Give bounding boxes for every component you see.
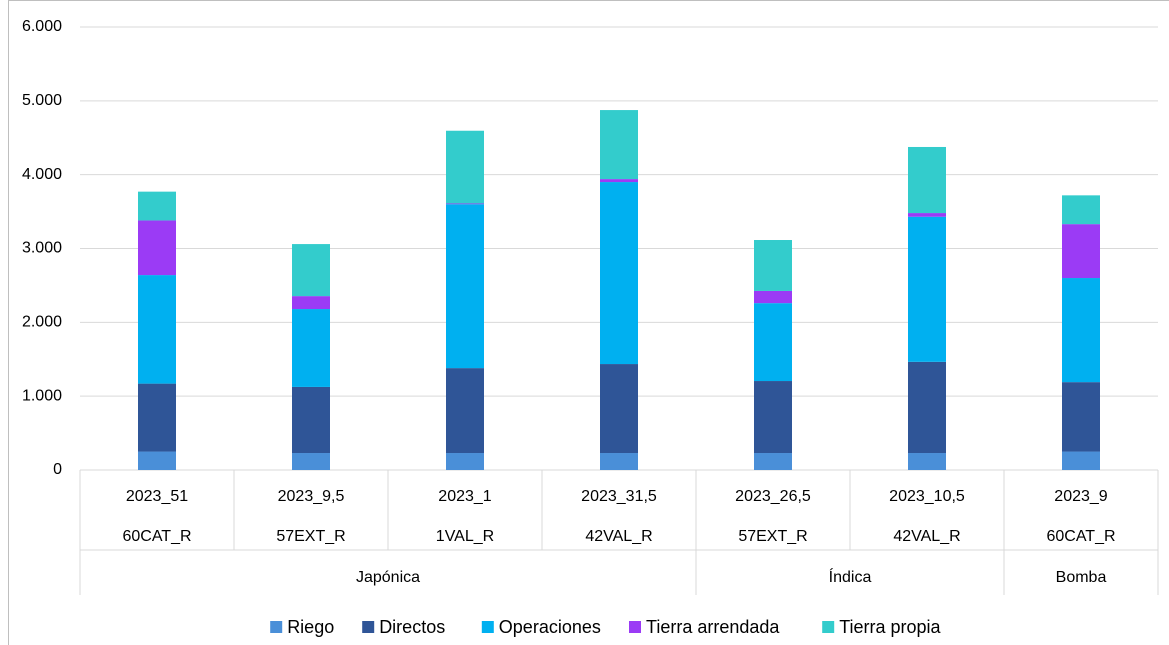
bar-segment	[292, 244, 330, 297]
legend-swatch	[822, 621, 835, 633]
legend-swatch	[629, 621, 641, 633]
x-tick-label: 2023_9	[1054, 488, 1107, 505]
bar-segment	[1062, 195, 1100, 225]
bar-segment	[292, 296, 330, 310]
legend-swatch	[362, 621, 375, 633]
bar-segment	[754, 381, 792, 454]
bar-segment	[600, 364, 638, 454]
bar-segment	[908, 213, 946, 217]
legend-label: Operaciones	[499, 617, 601, 637]
bar-segment	[1062, 451, 1100, 470]
bar-segment	[600, 110, 638, 180]
x-tick-sublabel: 57EXT_R	[276, 528, 345, 545]
y-tick-label: 1.000	[22, 387, 62, 404]
bar-segment	[292, 453, 330, 470]
bar-segment	[600, 179, 638, 183]
x-tick-sublabel: 60CAT_R	[122, 528, 191, 545]
x-tick-label: 2023_31,5	[581, 488, 657, 505]
y-tick-label: 2.000	[22, 314, 62, 331]
y-tick-label: 3.000	[22, 240, 62, 257]
x-tick-sublabel: 1VAL_R	[436, 528, 494, 545]
bar-segment	[908, 216, 946, 362]
group-label: Índica	[829, 567, 872, 586]
legend-swatch	[270, 621, 283, 633]
bar-segment	[446, 453, 484, 470]
chart-border	[8, 0, 1169, 645]
bar-segment	[908, 146, 946, 214]
bar-segment	[138, 383, 176, 452]
bar-segment	[600, 182, 638, 365]
y-tick-label: 6.000	[22, 18, 62, 35]
bar-segment	[446, 130, 484, 204]
bar-segment	[138, 275, 176, 384]
bar-segment	[1062, 382, 1100, 452]
legend-label: Riego	[287, 617, 334, 637]
y-tick-label: 5.000	[22, 92, 62, 109]
bar-segment	[292, 309, 330, 387]
y-tick-label: 4.000	[22, 166, 62, 183]
bar-segment	[754, 240, 792, 291]
bar-segment	[754, 303, 792, 382]
bar-segment	[138, 451, 176, 470]
bar-segment	[446, 368, 484, 454]
group-label: Japónica	[356, 569, 420, 586]
x-tick-sublabel: 42VAL_R	[585, 528, 652, 545]
x-tick-label: 2023_51	[126, 488, 188, 505]
bar-segment	[754, 290, 792, 304]
bar-segment	[1062, 278, 1100, 383]
bar-segment	[754, 453, 792, 470]
legend-label: Tierra propia	[839, 617, 941, 637]
bar-segment	[138, 220, 176, 276]
bar-segment	[292, 386, 330, 454]
x-tick-label: 2023_10,5	[889, 488, 965, 505]
group-label: Bomba	[1056, 569, 1107, 586]
x-tick-sublabel: 57EXT_R	[738, 528, 807, 545]
x-tick-sublabel: 42VAL_R	[893, 528, 960, 545]
y-tick-label: 0	[53, 461, 62, 478]
bar-segment	[1062, 224, 1100, 279]
x-tick-label: 2023_1	[438, 488, 491, 505]
legend-swatch	[481, 621, 494, 633]
x-tick-label: 2023_26,5	[735, 488, 811, 505]
bar-segment	[600, 453, 638, 470]
bar-segment	[138, 191, 176, 221]
bar-segment	[908, 453, 946, 470]
x-tick-label: 2023_9,5	[278, 488, 345, 505]
legend-label: Tierra arrendada	[646, 617, 780, 637]
bar-segment	[446, 204, 484, 369]
bar-segment	[446, 203, 484, 205]
bar-segment	[908, 361, 946, 454]
x-tick-sublabel: 60CAT_R	[1046, 528, 1115, 545]
legend-label: Directos	[379, 617, 445, 637]
